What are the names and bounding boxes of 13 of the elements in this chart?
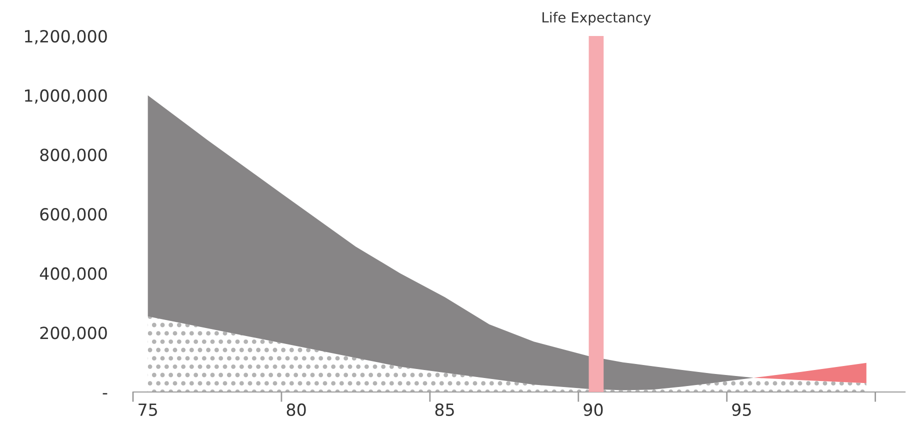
y-tick-label: 200,000: [40, 326, 107, 341]
x-tick-label: 90: [584, 403, 603, 416]
y-tick-label: 1,000,000: [25, 89, 107, 104]
x-tick-label: 85: [435, 403, 454, 416]
y-tick-label: 400,000: [40, 267, 107, 282]
y-tick-label: -: [102, 393, 108, 394]
x-tick-label: 95: [732, 403, 751, 416]
y-tick-label: 1,200,000: [25, 30, 107, 44]
x-tick-label: 80: [286, 403, 306, 416]
x-tick-label: 75: [138, 404, 157, 416]
band-label: Life Expectancy: [542, 12, 651, 26]
y-tick-label: 600,000: [40, 208, 107, 222]
y-tick-label: 800,000: [40, 148, 107, 163]
